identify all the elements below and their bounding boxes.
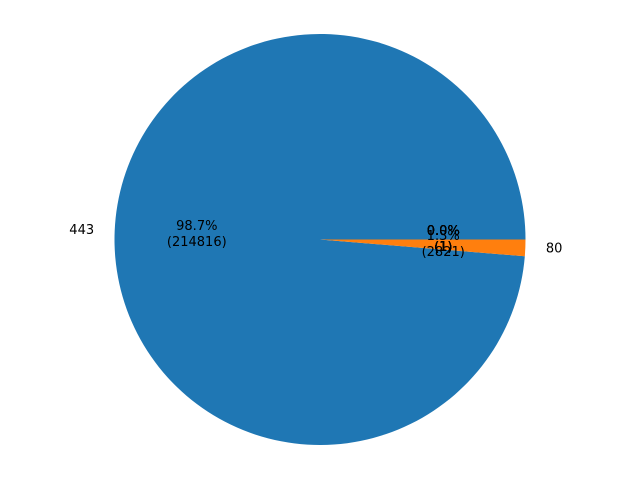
pie-slice <box>320 239 526 257</box>
pie-slice <box>114 34 526 446</box>
slice-count-label: (1) <box>434 240 452 255</box>
pie-slices <box>114 34 526 446</box>
slice-percent-label: 0.0% <box>427 224 460 239</box>
slice-percent-label: 98.7% <box>176 219 217 234</box>
slice-count-label: (214816) <box>167 235 227 250</box>
slice-count-label: (1) <box>434 240 452 255</box>
slice-count-label: (1) <box>434 240 452 255</box>
slice-percent-label: 0.0% <box>427 224 460 239</box>
slice-count-label: (1) <box>434 240 452 255</box>
slice-percent-label: 0.0% <box>427 224 460 239</box>
slice-count-label: (1) <box>434 240 452 255</box>
slice-percent-label: 0.0% <box>427 224 460 239</box>
slice-count-label: (1) <box>434 240 452 255</box>
slice-percent-label: 1.3% <box>427 229 460 244</box>
slice-label: 80 <box>546 241 563 256</box>
slice-count-label: (1) <box>434 240 452 255</box>
slice-percent-label: 0.0% <box>427 224 460 239</box>
slice-count-label: (2821) <box>422 245 465 260</box>
slice-count-label: (1) <box>434 240 452 255</box>
slice-percent-label: 0.0% <box>427 224 460 239</box>
slice-label: 443 <box>69 223 94 238</box>
slice-percent-label: 0.0% <box>427 224 460 239</box>
pie-labels: 443 98.7%(214816) 801.3%(2821)0.0%(1)0.0%(… <box>69 219 562 260</box>
slice-percent-label: 0.0% <box>427 224 460 239</box>
